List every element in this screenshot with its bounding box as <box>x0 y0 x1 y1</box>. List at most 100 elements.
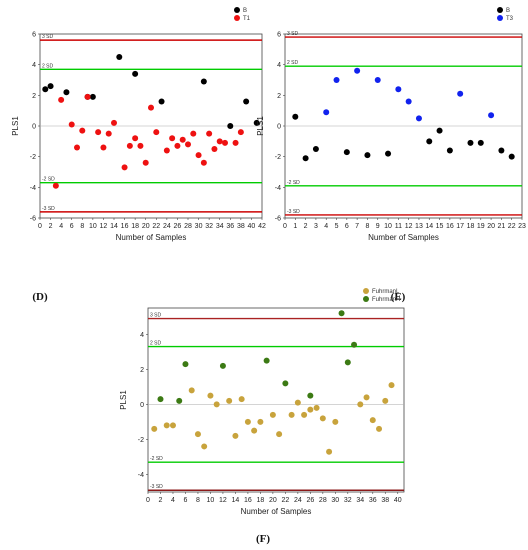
y-tick-label: 4 <box>32 62 36 69</box>
x-tick-label: 30 <box>331 497 339 504</box>
x-tick-label: 19 <box>477 223 485 230</box>
data-point <box>190 130 197 137</box>
x-tick-label: 6 <box>345 223 349 230</box>
x-axis-label: Number of Samples <box>241 507 312 516</box>
data-point <box>288 411 295 418</box>
y-tick-label: 6 <box>32 32 36 39</box>
x-tick-label: 11 <box>395 223 402 230</box>
data-point <box>301 411 308 418</box>
data-point <box>179 136 186 143</box>
data-point <box>294 399 301 406</box>
data-point <box>363 394 370 401</box>
data-point <box>282 380 289 387</box>
legend-marker <box>234 7 240 13</box>
x-tick-label: 21 <box>497 223 505 230</box>
data-point <box>182 361 189 368</box>
data-point <box>343 149 350 156</box>
y-tick-label: 0 <box>32 124 36 131</box>
x-tick-label: 22 <box>152 223 160 230</box>
x-tick-label: 20 <box>487 223 495 230</box>
data-point <box>388 382 395 389</box>
data-point <box>188 387 195 394</box>
data-point <box>153 129 160 136</box>
data-point <box>263 357 270 364</box>
data-point <box>376 425 383 432</box>
x-tick-label: 0 <box>146 497 150 504</box>
x-tick-label: 23 <box>518 223 526 230</box>
y-tick-label: -2 <box>30 154 36 161</box>
y-tick-label: 0 <box>140 402 144 409</box>
reference-label: 3 SD <box>42 34 54 40</box>
x-tick-label: 16 <box>244 497 252 504</box>
y-tick-label: -6 <box>275 216 281 223</box>
data-point <box>132 70 139 77</box>
y-tick-label: -4 <box>138 472 144 479</box>
data-point <box>169 135 176 142</box>
data-point <box>244 418 251 425</box>
x-tick-label: 22 <box>281 497 289 504</box>
data-point <box>111 119 117 126</box>
x-tick-label: 2 <box>304 223 308 230</box>
x-tick-label: 12 <box>405 223 413 230</box>
x-tick-label: 20 <box>269 497 277 504</box>
x-tick-label: 10 <box>384 223 392 230</box>
data-point <box>213 401 220 408</box>
x-tick-label: 2 <box>49 223 53 230</box>
panel-label: (F) <box>256 533 270 545</box>
data-point <box>126 142 133 149</box>
data-point <box>201 443 208 450</box>
legend-marker <box>497 7 503 13</box>
data-point <box>326 448 333 455</box>
data-point <box>169 422 176 429</box>
data-point <box>302 155 309 162</box>
data-point <box>158 98 165 105</box>
data-point <box>222 139 228 146</box>
data-point <box>332 418 339 425</box>
data-point <box>163 422 170 429</box>
legend-label: B <box>243 8 247 14</box>
data-point <box>142 159 149 166</box>
reference-label: 2 SD <box>150 341 162 347</box>
legend-label: FuhrmanL <box>372 289 400 295</box>
x-tick-label: 1 <box>293 223 297 230</box>
x-tick-label: 7 <box>355 223 359 230</box>
data-point <box>251 427 258 434</box>
data-point <box>374 77 381 83</box>
data-point <box>415 115 422 122</box>
data-point <box>292 113 299 120</box>
data-point <box>151 425 158 432</box>
data-point <box>237 129 244 136</box>
data-point <box>47 83 54 90</box>
y-tick-label: 4 <box>140 332 144 339</box>
x-tick-label: 32 <box>205 223 213 230</box>
x-tick-label: 40 <box>248 223 256 230</box>
data-point <box>269 411 276 418</box>
x-tick-label: 24 <box>294 497 302 504</box>
data-point <box>243 98 250 105</box>
legend-label: B <box>506 8 510 14</box>
y-tick-label: -2 <box>138 437 144 444</box>
data-point <box>307 406 314 413</box>
legend-label: T3 <box>506 16 514 22</box>
x-tick-label: 2 <box>159 497 163 504</box>
data-point <box>498 147 505 154</box>
legend-label: FuhrmanH <box>372 297 400 303</box>
x-tick-label: 6 <box>70 223 74 230</box>
data-point <box>174 142 181 149</box>
x-tick-label: 32 <box>344 497 352 504</box>
data-point <box>319 415 326 422</box>
data-point <box>354 67 361 74</box>
x-tick-label: 18 <box>467 223 475 230</box>
data-point <box>132 135 139 142</box>
x-tick-label: 34 <box>216 223 224 230</box>
x-tick-label: 22 <box>508 223 516 230</box>
x-tick-label: 12 <box>100 223 108 230</box>
y-axis-label: PLS1 <box>119 390 128 410</box>
data-point <box>105 130 112 137</box>
y-tick-label: -6 <box>30 216 36 223</box>
x-tick-label: 26 <box>174 223 182 230</box>
data-point <box>333 77 340 83</box>
x-tick-label: 12 <box>219 497 227 504</box>
data-point <box>405 98 412 105</box>
plot-frame <box>147 307 405 493</box>
